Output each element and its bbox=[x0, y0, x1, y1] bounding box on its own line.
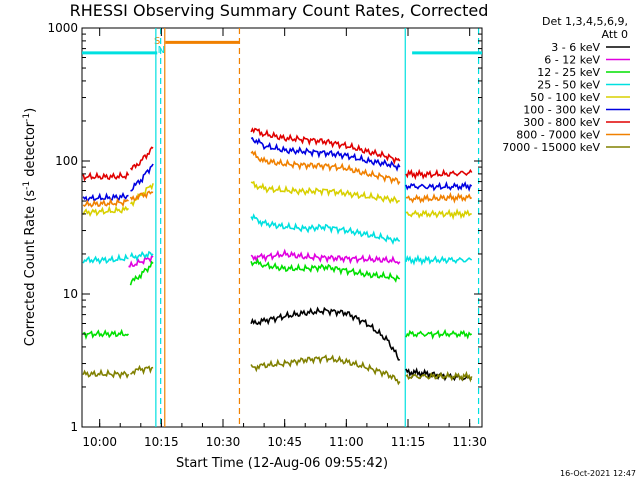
series-line-2-1 bbox=[129, 260, 154, 286]
legend-label-0: 3 - 6 keV bbox=[551, 41, 600, 54]
series-line-3-0 bbox=[82, 253, 129, 265]
series-line-8-1 bbox=[130, 364, 154, 376]
series-line-5-1 bbox=[130, 163, 154, 192]
x-tick-label-1: 10:15 bbox=[144, 435, 179, 449]
y-tick-label-2: 100 bbox=[55, 154, 78, 168]
y-axis-title-part1: Corrected Count Rate (s bbox=[23, 190, 38, 347]
series-line-6-1 bbox=[129, 146, 154, 171]
flag-label-s: S bbox=[154, 36, 160, 47]
series-line-4-3 bbox=[405, 208, 472, 221]
series-line-3-1 bbox=[129, 250, 154, 262]
legend-label-2: 12 - 25 keV bbox=[537, 66, 600, 79]
series-line-4-2 bbox=[250, 180, 400, 204]
x-tick-label-6: 11:30 bbox=[452, 435, 487, 449]
series-line-4-0 bbox=[82, 205, 130, 218]
x-tick-label-2: 10:30 bbox=[206, 435, 241, 449]
legend-header-detectors: Det 1,3,4,5,6,9, bbox=[542, 15, 628, 28]
legend-label-5: 100 - 300 keV bbox=[523, 104, 600, 117]
x-tick-label-0: 10:00 bbox=[82, 435, 117, 449]
series-line-1-1 bbox=[250, 248, 401, 265]
series-line-8-0 bbox=[82, 368, 130, 380]
series-line-8-3 bbox=[405, 370, 473, 383]
y-axis-title-sup1: -1 bbox=[22, 181, 32, 190]
flag-label-n: N bbox=[158, 45, 165, 56]
legend-label-6: 300 - 800 keV bbox=[523, 116, 600, 129]
x-tick-label-5: 11:15 bbox=[391, 435, 426, 449]
series-line-6-3 bbox=[405, 168, 473, 181]
series-layer bbox=[82, 127, 473, 386]
y-tick-label-1: 10 bbox=[63, 287, 78, 301]
series-line-2-2 bbox=[250, 257, 401, 283]
series-line-7-2 bbox=[250, 150, 401, 186]
x-axis-title: Start Time (12-Aug-06 09:55:42) bbox=[176, 456, 388, 471]
series-line-0-0 bbox=[250, 306, 400, 361]
legend-label-3: 25 - 50 keV bbox=[537, 79, 600, 92]
y-axis-title-part3: ) bbox=[23, 108, 38, 113]
series-line-7-0 bbox=[82, 197, 129, 208]
legend-label-4: 50 - 100 keV bbox=[530, 91, 600, 104]
series-line-7-3 bbox=[405, 191, 472, 204]
x-tick-label-4: 11:00 bbox=[329, 435, 364, 449]
legend-label-1: 6 - 12 keV bbox=[544, 54, 600, 67]
chart-title: RHESSI Observing Summary Count Rates, Co… bbox=[70, 1, 489, 20]
y-tick-label-0: 1 bbox=[70, 420, 78, 434]
legend-label-8: 7000 - 15000 keV bbox=[502, 141, 600, 154]
timestamp: 16-Oct-2021 12:47 bbox=[560, 469, 636, 478]
series-line-1-0 bbox=[128, 254, 154, 268]
y-tick-label-3: 1000 bbox=[47, 21, 78, 35]
y-axis-title-part2: detector bbox=[23, 121, 38, 181]
series-line-6-2 bbox=[250, 127, 401, 166]
y-axis-title: Corrected Count Rate (s-1 detector-1) bbox=[22, 108, 38, 346]
series-line-8-2 bbox=[250, 354, 401, 386]
series-line-3-2 bbox=[250, 213, 401, 245]
tick-layer: 10:00 10:15 10:30 10:45 11:00 11:15 11:30 1 10 10… bbox=[47, 21, 487, 449]
legend-label-7: 800 - 7000 keV bbox=[516, 129, 600, 142]
flag-layer: SN bbox=[82, 36, 482, 56]
series-line-5-3 bbox=[405, 180, 473, 193]
y-axis-title-sup2: -1 bbox=[22, 113, 32, 122]
legend-header-attenuator: Att 0 bbox=[602, 28, 628, 41]
series-line-6-0 bbox=[82, 170, 130, 182]
series-line-4-1 bbox=[129, 183, 154, 208]
series-line-2-3 bbox=[405, 328, 473, 340]
series-line-2-0 bbox=[82, 328, 130, 341]
series-line-5-0 bbox=[82, 191, 129, 204]
vline-layer bbox=[155, 28, 480, 427]
series-line-7-1 bbox=[129, 190, 154, 201]
x-tick-label-3: 10:45 bbox=[267, 435, 302, 449]
series-line-5-2 bbox=[250, 136, 401, 172]
plot-frame bbox=[81, 27, 483, 428]
series-line-3-3 bbox=[405, 254, 473, 266]
